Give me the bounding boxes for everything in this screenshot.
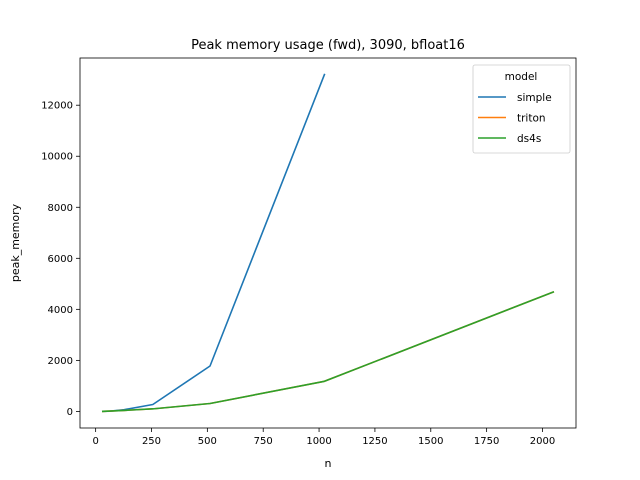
plot-frame (79, 57, 577, 429)
legend-title: model (505, 71, 538, 83)
y-tick-label: 10000 (41, 152, 73, 163)
y-tick-label: 0 (67, 407, 73, 418)
x-tick-label: 250 (142, 436, 161, 447)
y-tick-label: 12000 (41, 101, 73, 112)
x-tick-label: 1000 (306, 436, 331, 447)
x-tick-label: 2000 (530, 436, 555, 447)
x-tick-label: 0 (92, 436, 98, 447)
x-tick-label: 750 (254, 436, 273, 447)
legend-items: simple triton ds4s (478, 92, 552, 145)
x-tick-label: 1750 (474, 436, 499, 447)
legend-box (472, 64, 571, 154)
chart-title: Peak memory usage (fwd), 3090, bfloat16 (191, 38, 465, 53)
legend-label-simple: simple (517, 92, 552, 104)
y-axis: 0 2000 4000 6000 8000 10000 12000 (41, 101, 80, 418)
series-line-ds4s (101, 290, 555, 413)
legend: model simple triton ds4s (472, 64, 571, 154)
y-tick-label: 6000 (48, 254, 73, 265)
legend-label-triton: triton (517, 113, 546, 125)
y-tick-label: 2000 (48, 356, 73, 367)
series-layer (101, 73, 555, 413)
y-axis-label: peak_memory (9, 203, 22, 282)
legend-label-ds4s: ds4s (517, 133, 541, 145)
x-axis-label: n (325, 457, 332, 470)
x-tick-label: 1250 (362, 436, 387, 447)
x-axis: 0 250 500 750 1000 1250 1500 1750 2000 (92, 428, 555, 447)
x-tick-label: 1500 (418, 436, 443, 447)
y-tick-label: 4000 (48, 305, 73, 316)
x-tick-label: 500 (198, 436, 217, 447)
y-tick-label: 8000 (48, 203, 73, 214)
